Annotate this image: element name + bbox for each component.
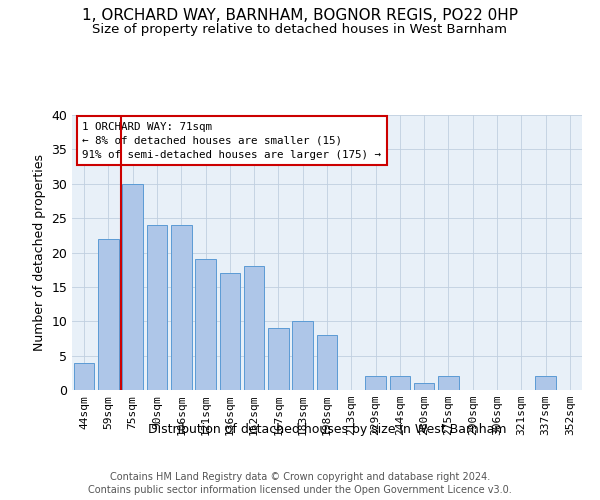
Bar xyxy=(268,328,289,390)
Text: Distribution of detached houses by size in West Barnham: Distribution of detached houses by size … xyxy=(148,422,506,436)
Bar xyxy=(220,273,240,390)
Bar xyxy=(414,383,434,390)
Bar xyxy=(98,239,119,390)
Text: Contains public sector information licensed under the Open Government Licence v3: Contains public sector information licen… xyxy=(88,485,512,495)
Text: 1 ORCHARD WAY: 71sqm
← 8% of detached houses are smaller (15)
91% of semi-detach: 1 ORCHARD WAY: 71sqm ← 8% of detached ho… xyxy=(82,122,381,160)
Text: Size of property relative to detached houses in West Barnham: Size of property relative to detached ho… xyxy=(92,22,508,36)
Bar xyxy=(244,266,265,390)
Bar xyxy=(317,335,337,390)
Bar xyxy=(195,260,216,390)
Text: 1, ORCHARD WAY, BARNHAM, BOGNOR REGIS, PO22 0HP: 1, ORCHARD WAY, BARNHAM, BOGNOR REGIS, P… xyxy=(82,8,518,22)
Bar xyxy=(171,225,191,390)
Bar xyxy=(292,322,313,390)
Bar xyxy=(535,376,556,390)
Bar xyxy=(438,376,459,390)
Y-axis label: Number of detached properties: Number of detached properties xyxy=(33,154,46,351)
Bar xyxy=(365,376,386,390)
Bar xyxy=(74,362,94,390)
Text: Contains HM Land Registry data © Crown copyright and database right 2024.: Contains HM Land Registry data © Crown c… xyxy=(110,472,490,482)
Bar xyxy=(146,225,167,390)
Bar xyxy=(122,184,143,390)
Bar xyxy=(389,376,410,390)
